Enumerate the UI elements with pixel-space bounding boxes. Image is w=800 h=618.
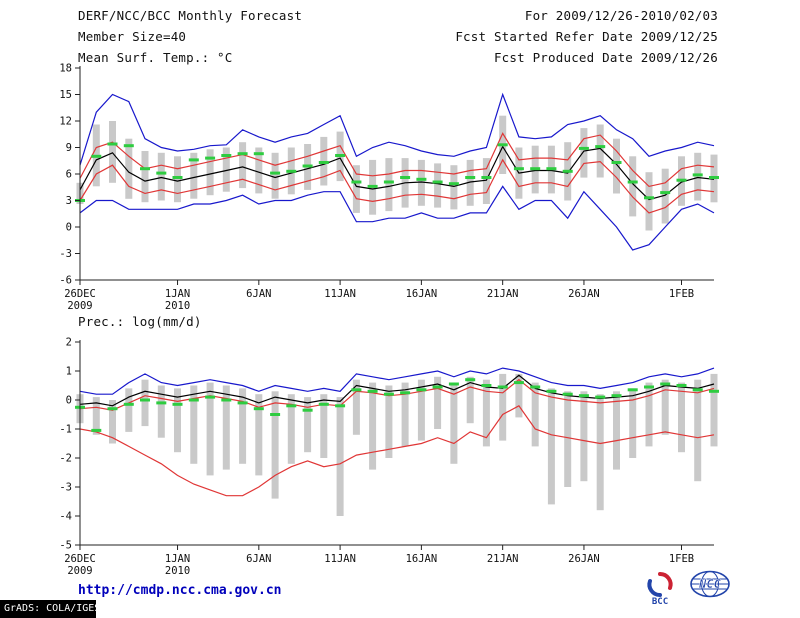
tick-label: 2009 xyxy=(67,300,92,312)
bcc-logo: BCC xyxy=(647,571,673,605)
tick-label: 2010 xyxy=(165,300,190,312)
tick-label: -4 xyxy=(59,511,72,523)
tick-label: 6 xyxy=(66,169,72,181)
fcst-produced-date-label: Fcst Produced Date 2009/12/26 xyxy=(493,50,718,65)
member-size-label: Member Size=40 xyxy=(78,29,187,44)
source-url-link[interactable]: http://cmdp.ncc.cma.gov.cn xyxy=(78,583,282,598)
series-max xyxy=(79,92,715,166)
tick-label: 1FEB xyxy=(669,553,694,565)
series-mean xyxy=(79,145,715,201)
tick-label: 11JAN xyxy=(324,553,356,565)
tick-label: 6JAN xyxy=(246,288,271,300)
tick-label: -1 xyxy=(59,424,72,436)
series-upper xyxy=(79,378,715,411)
tick-label: -5 xyxy=(59,540,72,552)
tick-label: 2010 xyxy=(165,565,190,575)
prec-chart-title: Prec.: log(mm/d) xyxy=(78,314,202,329)
tick-label: 26JAN xyxy=(568,288,600,300)
series-upper xyxy=(79,132,715,188)
tick-label: 0 xyxy=(66,222,72,234)
tick-label: 16JAN xyxy=(406,288,438,300)
tick-label: -3 xyxy=(59,482,72,494)
tick-label: 1JAN xyxy=(165,553,190,565)
page-title: DERF/NCC/BCC Monthly Forecast xyxy=(78,8,303,23)
tick-label: 26DEC xyxy=(64,553,96,565)
bcc-logo-red-swirl-icon xyxy=(658,571,673,590)
tick-label: 21JAN xyxy=(487,288,519,300)
tick-label: 6JAN xyxy=(246,553,271,565)
axes xyxy=(75,340,714,550)
bcc-logo-blue-swirl-icon xyxy=(647,579,662,598)
tick-label: 18 xyxy=(59,63,72,75)
series-max xyxy=(79,367,715,395)
series-lower xyxy=(79,405,715,497)
tick-label: 16JAN xyxy=(406,553,438,565)
series-lower xyxy=(79,158,715,214)
tick-label: 21JAN xyxy=(487,553,519,565)
series-mean xyxy=(79,374,715,407)
tick-label: 2009 xyxy=(67,565,92,575)
green-dashes xyxy=(75,378,719,432)
tick-label: 26JAN xyxy=(568,553,600,565)
tick-label: -6 xyxy=(59,275,72,287)
tick-label: -3 xyxy=(59,248,72,260)
tick-label: 15 xyxy=(59,89,72,101)
tick-label: 0 xyxy=(66,395,72,407)
tick-label: 3 xyxy=(66,195,72,207)
tick-label: -2 xyxy=(59,453,72,465)
ncc-logo-text: NCC xyxy=(698,577,721,591)
temp-chart-title: Mean Surf. Temp.: °C xyxy=(78,50,233,65)
tick-label: 1FEB xyxy=(669,288,694,300)
bcc-logo-text: BCC xyxy=(652,597,668,605)
fcst-refer-date-label: Fcst Started Refer Date 2009/12/25 xyxy=(455,29,718,44)
series-min xyxy=(79,185,715,251)
forecast-range-label: For 2009/12/26-2010/02/03 xyxy=(524,8,718,23)
green-dashes xyxy=(75,142,719,202)
tick-label: 9 xyxy=(66,142,72,154)
tick-label: 12 xyxy=(59,116,72,128)
tick-label: 26DEC xyxy=(64,288,96,300)
tick-label: 1 xyxy=(66,366,72,378)
axes xyxy=(75,66,714,285)
ensemble-spread-bars xyxy=(76,373,718,516)
tick-label: 1JAN xyxy=(165,288,190,300)
tick-label: 2 xyxy=(66,337,72,349)
grads-credit: GrADS: COLA/IGES xyxy=(0,600,100,618)
tick-label: 11JAN xyxy=(324,288,356,300)
ncc-logo: NCC xyxy=(690,570,730,598)
